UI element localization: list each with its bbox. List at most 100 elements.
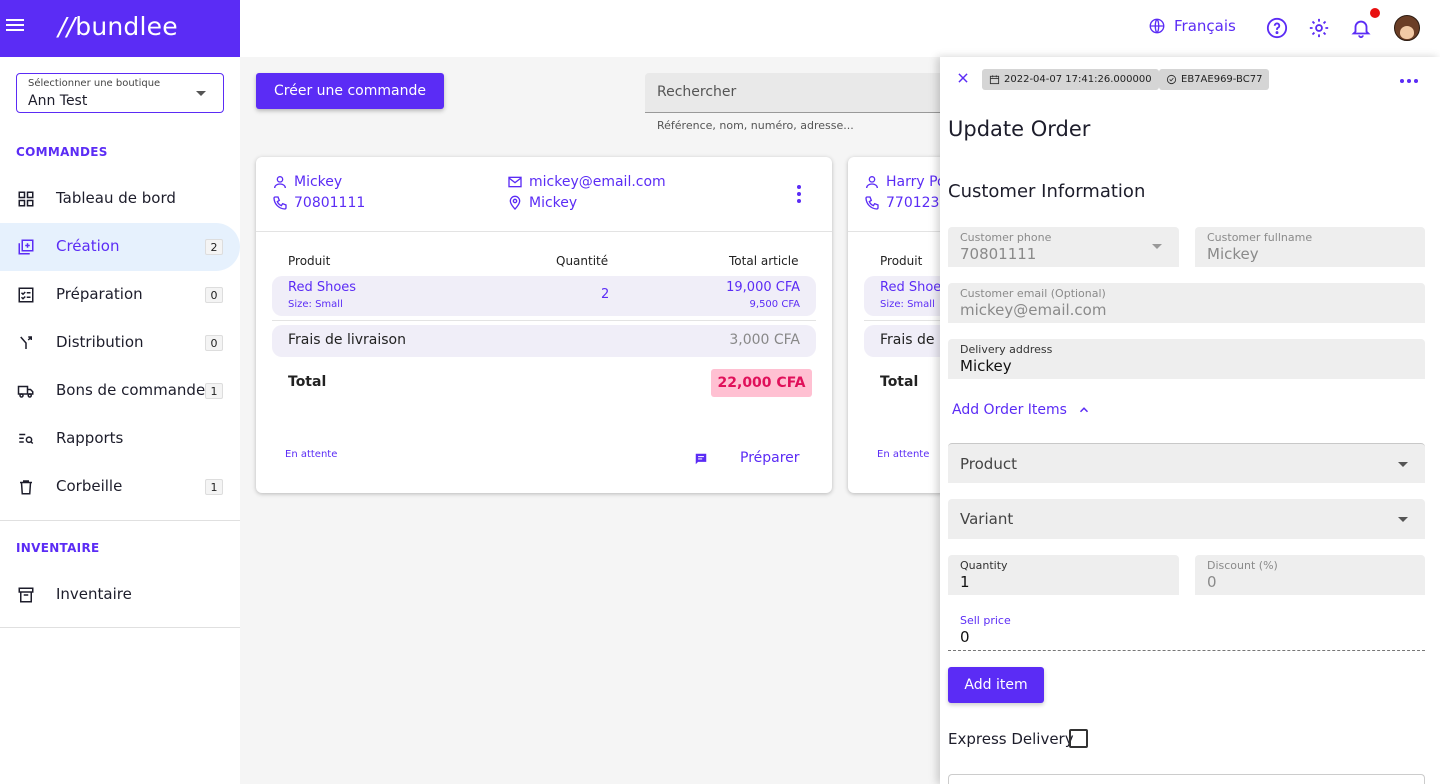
product-size: Size: Small <box>880 299 935 310</box>
trash-icon <box>20 480 32 495</box>
more-vert-icon[interactable] <box>797 185 801 206</box>
sidebar-item-label: Bons de commande <box>56 381 206 399</box>
sidebar-item-distribution[interactable]: Distribution 0 <box>0 319 240 367</box>
row-divider <box>272 320 816 321</box>
quantity-field[interactable]: Quantity 1 <box>948 555 1179 595</box>
customer-fullname-field[interactable]: Customer fullname Mickey <box>1195 227 1425 267</box>
close-icon[interactable] <box>956 71 970 85</box>
sidebar-item-trash[interactable]: Corbeille 1 <box>0 463 240 511</box>
sidebar-item-inventory[interactable]: Inventaire <box>0 571 240 619</box>
count-badge: 0 <box>205 287 223 303</box>
product-size: Size: Small <box>288 299 343 310</box>
order-card: Mickey 70801111 mickey@email.com Mickey … <box>256 157 832 493</box>
chevron-up-icon <box>1079 407 1088 413</box>
field-label: Customer phone <box>960 231 1052 244</box>
field-label: Discount (%) <box>1207 559 1278 572</box>
brand-logo[interactable]: //bundlee <box>58 12 178 41</box>
shop-select-value: Ann Test <box>28 93 88 109</box>
delivery-fee-label: Frais de l <box>880 332 940 348</box>
more-horiz-icon[interactable] <box>1400 79 1418 83</box>
product-row[interactable]: Red Shoes Size: Small 2 19,000 CFA 9,500… <box>272 276 816 316</box>
brand-bar: //bundlee <box>0 0 240 57</box>
dashboard-icon <box>18 191 34 207</box>
column-header-total: Total article <box>729 254 799 268</box>
product-select[interactable]: Product <box>948 443 1425 483</box>
delivery-fee-row: Frais de livraison 3,000 CFA <box>272 325 816 357</box>
customer-phone-field[interactable]: Customer phone 70801111 <box>948 227 1179 267</box>
globe-icon <box>1149 18 1165 34</box>
help-icon[interactable] <box>1266 17 1288 39</box>
phone-icon <box>865 196 879 210</box>
sidebar-item-reports[interactable]: Rapports <box>0 415 240 463</box>
archive-icon <box>18 587 34 603</box>
count-badge: 0 <box>205 335 223 351</box>
customer-phone-row[interactable]: 7701234 <box>864 195 940 211</box>
sidebar-item-label: Inventaire <box>56 585 132 603</box>
field-value: 1 <box>960 573 970 591</box>
delivery-fee-row: Frais de l <box>864 325 940 357</box>
add-item-button[interactable]: Add item <box>948 667 1044 703</box>
delivery-fee-value: 3,000 CFA <box>729 332 800 348</box>
settings-icon[interactable] <box>1308 17 1330 39</box>
field-value: 0 <box>1207 573 1217 591</box>
customer-email-row[interactable]: mickey@email.com <box>507 174 666 190</box>
variant-select-placeholder: Variant <box>960 510 1014 528</box>
column-header-quantity: Quantité <box>556 254 609 268</box>
add-box-icon <box>18 239 34 255</box>
customer-name-row[interactable]: Mickey <box>272 174 342 190</box>
create-order-button[interactable]: Créer une commande <box>256 73 444 109</box>
sidebar-item-dashboard[interactable]: Tableau de bord <box>0 175 240 223</box>
sidebar-item-purchase-orders[interactable]: Bons de commande 1 <box>0 367 240 415</box>
menu-icon[interactable] <box>6 16 28 38</box>
comment-icon[interactable] <box>694 452 708 466</box>
field-label: Delivery address <box>960 343 1053 356</box>
product-name: Red Shoe <box>880 280 940 295</box>
customer-phone: 7701234 <box>886 195 940 211</box>
section-commandes: COMMANDES <box>16 145 108 159</box>
discount-field[interactable]: Discount (%) 0 <box>1195 555 1425 595</box>
location-icon <box>509 195 521 210</box>
sell-price-field[interactable]: Sell price 0 <box>948 614 1425 651</box>
sidebar-item-creation[interactable]: Création 2 <box>0 223 240 271</box>
customer-email-field[interactable]: Customer email (Optional) mickey@email.c… <box>948 283 1425 323</box>
field-value: Mickey <box>1207 245 1259 263</box>
prepare-button[interactable]: Préparer <box>740 450 800 466</box>
section-title: Customer Information <box>948 181 1146 202</box>
shop-select[interactable]: Sélectionner une boutique Ann Test <box>16 73 224 113</box>
search-input[interactable]: Rechercher <box>645 73 940 113</box>
product-row[interactable]: Red Shoe Size: Small <box>864 276 940 316</box>
id-chip-text: EB7AE969-BC77 <box>1181 74 1263 85</box>
customer-address-row[interactable]: Mickey <box>507 195 577 211</box>
sidebar-item-label: Création <box>56 237 120 255</box>
dropdown-arrow-icon <box>1152 244 1162 249</box>
phone-icon <box>273 196 287 210</box>
express-delivery-checkbox[interactable] <box>1069 729 1088 748</box>
product-name: Red Shoes <box>288 280 357 295</box>
verified-icon <box>1166 74 1177 85</box>
sidebar-item-label: Rapports <box>56 429 124 447</box>
delivery-address-field[interactable]: Delivery address Mickey <box>948 339 1425 379</box>
add-order-items-toggle[interactable]: Add Order Items <box>952 402 1091 418</box>
customer-phone: 70801111 <box>294 195 366 211</box>
variant-select[interactable]: Variant <box>948 499 1425 539</box>
main-content: Créer une commande Rechercher Référence,… <box>240 57 940 784</box>
row-divider <box>864 320 940 321</box>
top-bar: Français <box>240 0 1440 57</box>
status-badge: En attente <box>877 449 930 460</box>
avatar[interactable] <box>1394 15 1420 41</box>
product-total: 19,000 CFA <box>726 280 800 295</box>
next-field[interactable] <box>948 774 1425 784</box>
sidebar-item-label: Distribution <box>56 333 144 351</box>
field-value: 0 <box>960 628 970 646</box>
language-selector[interactable]: Français <box>1148 17 1236 35</box>
customer-name-row[interactable]: Harry Po <box>864 174 940 190</box>
field-label: Quantity <box>960 559 1008 572</box>
sidebar-item-preparation[interactable]: Préparation 0 <box>0 271 240 319</box>
report-search-icon <box>19 433 34 445</box>
customer-email: mickey@email.com <box>529 174 666 190</box>
product-select-placeholder: Product <box>960 455 1017 473</box>
sidebar-item-label: Tableau de bord <box>56 189 176 207</box>
bell-icon[interactable] <box>1350 17 1372 39</box>
delivery-fee-label: Frais de livraison <box>288 332 406 348</box>
customer-phone-row[interactable]: 70801111 <box>272 195 365 211</box>
